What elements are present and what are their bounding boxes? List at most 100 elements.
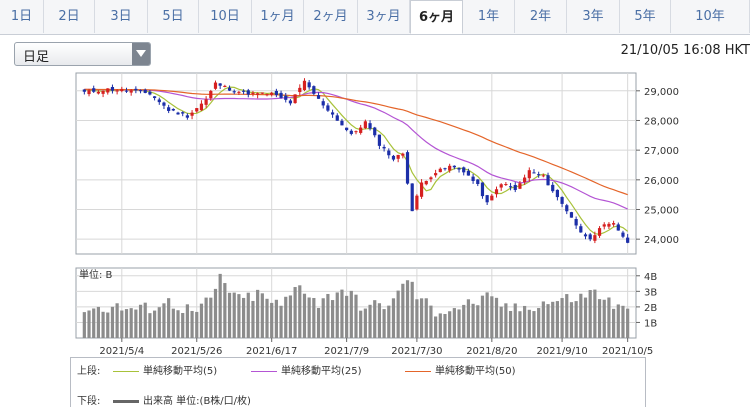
candle-body [270,92,274,95]
volume-bar [265,298,269,338]
volume-bar [508,310,513,338]
candle-body [588,234,592,240]
candle-body [246,90,250,95]
tab-14[interactable]: 10年 [671,0,750,33]
candle-body [555,189,560,198]
volume-bar [597,299,602,338]
candle-body [106,88,110,93]
volume-bar [616,304,620,338]
candle-body [476,179,480,185]
volume-bar [612,308,616,338]
candle-body [345,127,349,131]
volume-bar [101,311,105,338]
tab-7[interactable]: 2ヶ月 [304,0,358,33]
volume-bar [359,310,363,338]
volume-bar [302,293,307,338]
volume-bar [419,298,424,338]
tab-6[interactable]: 1ヶ月 [252,0,304,33]
candle-body [167,107,171,111]
candle-body [251,92,255,94]
volume-bar [279,305,283,338]
volume-bar [312,297,316,338]
volume-bar [480,295,485,338]
volume-y-tick-label: 3B [644,287,657,298]
candle-body [152,96,157,99]
candle-body [583,234,588,237]
tab-3[interactable]: 3日 [95,0,148,33]
volume-bar [185,304,189,338]
candle-body [260,92,264,94]
candle-body [213,82,218,89]
tab-9[interactable]: 6ヶ月 [410,0,463,34]
volume-bar [396,290,400,338]
volume-bar [434,316,438,338]
tab-10[interactable]: 1年 [463,0,515,33]
tab-13[interactable]: 5年 [620,0,671,33]
volume-bar [110,306,115,338]
volume-bar [223,283,227,338]
volume-bar [293,287,297,338]
volume-bar [288,295,293,338]
chevron-down-icon[interactable] [132,43,150,65]
legend-ma25: 単純移動平均(25) [251,362,362,377]
legend-ma25-swatch [251,370,277,372]
volume-bar [190,310,194,338]
tab-12[interactable]: 3年 [567,0,620,33]
candle-body [593,235,597,241]
legend-ma50: 単純移動平均(50) [405,362,516,377]
volume-bar [176,310,180,338]
volume-bar [209,297,213,338]
candle-body [438,168,442,173]
volume-bar [106,312,110,338]
price-y-tick-label: 29,000 [644,87,679,98]
volume-bar [171,308,175,338]
volume-bar [579,293,583,338]
volume-bar [143,302,147,338]
candle-body [480,182,485,197]
candle-body [508,186,513,188]
stock-chart: 29,000 28,000 27,000 26,000 25,000 24,000 4B 3B… [75,72,679,357]
price-y-tick-label: 26,000 [644,176,679,187]
volume-bar [148,313,152,338]
volume-bar [120,310,124,338]
candle-body [462,167,466,173]
candle-body [513,185,517,190]
volume-bar [96,306,100,338]
candle-body [434,173,438,176]
interval-select[interactable]: 日足 [14,42,151,66]
volume-bar [326,293,330,338]
tab-2[interactable]: 2日 [44,0,95,33]
candle-body [537,174,541,176]
candle-body [377,134,382,146]
volume-unit-label: 単位: B [79,268,113,281]
candle-body [237,91,241,93]
legend-ma50-label: 単純移動平均(50) [435,366,516,377]
volume-bar [626,308,630,338]
volume-bar [574,301,578,338]
volume-bar [330,300,335,338]
tab-4[interactable]: 5日 [148,0,199,33]
candle-body [391,155,396,160]
tab-8[interactable]: 3ヶ月 [358,0,410,33]
candle-body [199,103,204,111]
volume-bar [237,294,241,338]
volume-bar [448,311,452,338]
legend-ma50-swatch [405,370,431,372]
candle-body [602,224,606,227]
volume-bar [560,298,564,338]
volume-bar [124,309,129,338]
tab-11[interactable]: 2年 [515,0,567,33]
volume-bar [607,297,611,338]
volume-bar [466,299,471,338]
volume-bar [405,280,410,338]
candle-body [448,165,452,171]
volume-bar [167,298,171,338]
volume-bar [335,292,339,338]
candle-body [499,184,503,188]
volume-bar [270,302,274,338]
tab-5[interactable]: 10日 [199,0,252,33]
tab-1[interactable]: 1日 [0,0,44,33]
volume-bar [316,307,321,338]
legend-upper-label: 上段: [77,366,101,377]
candle-body [579,226,583,233]
